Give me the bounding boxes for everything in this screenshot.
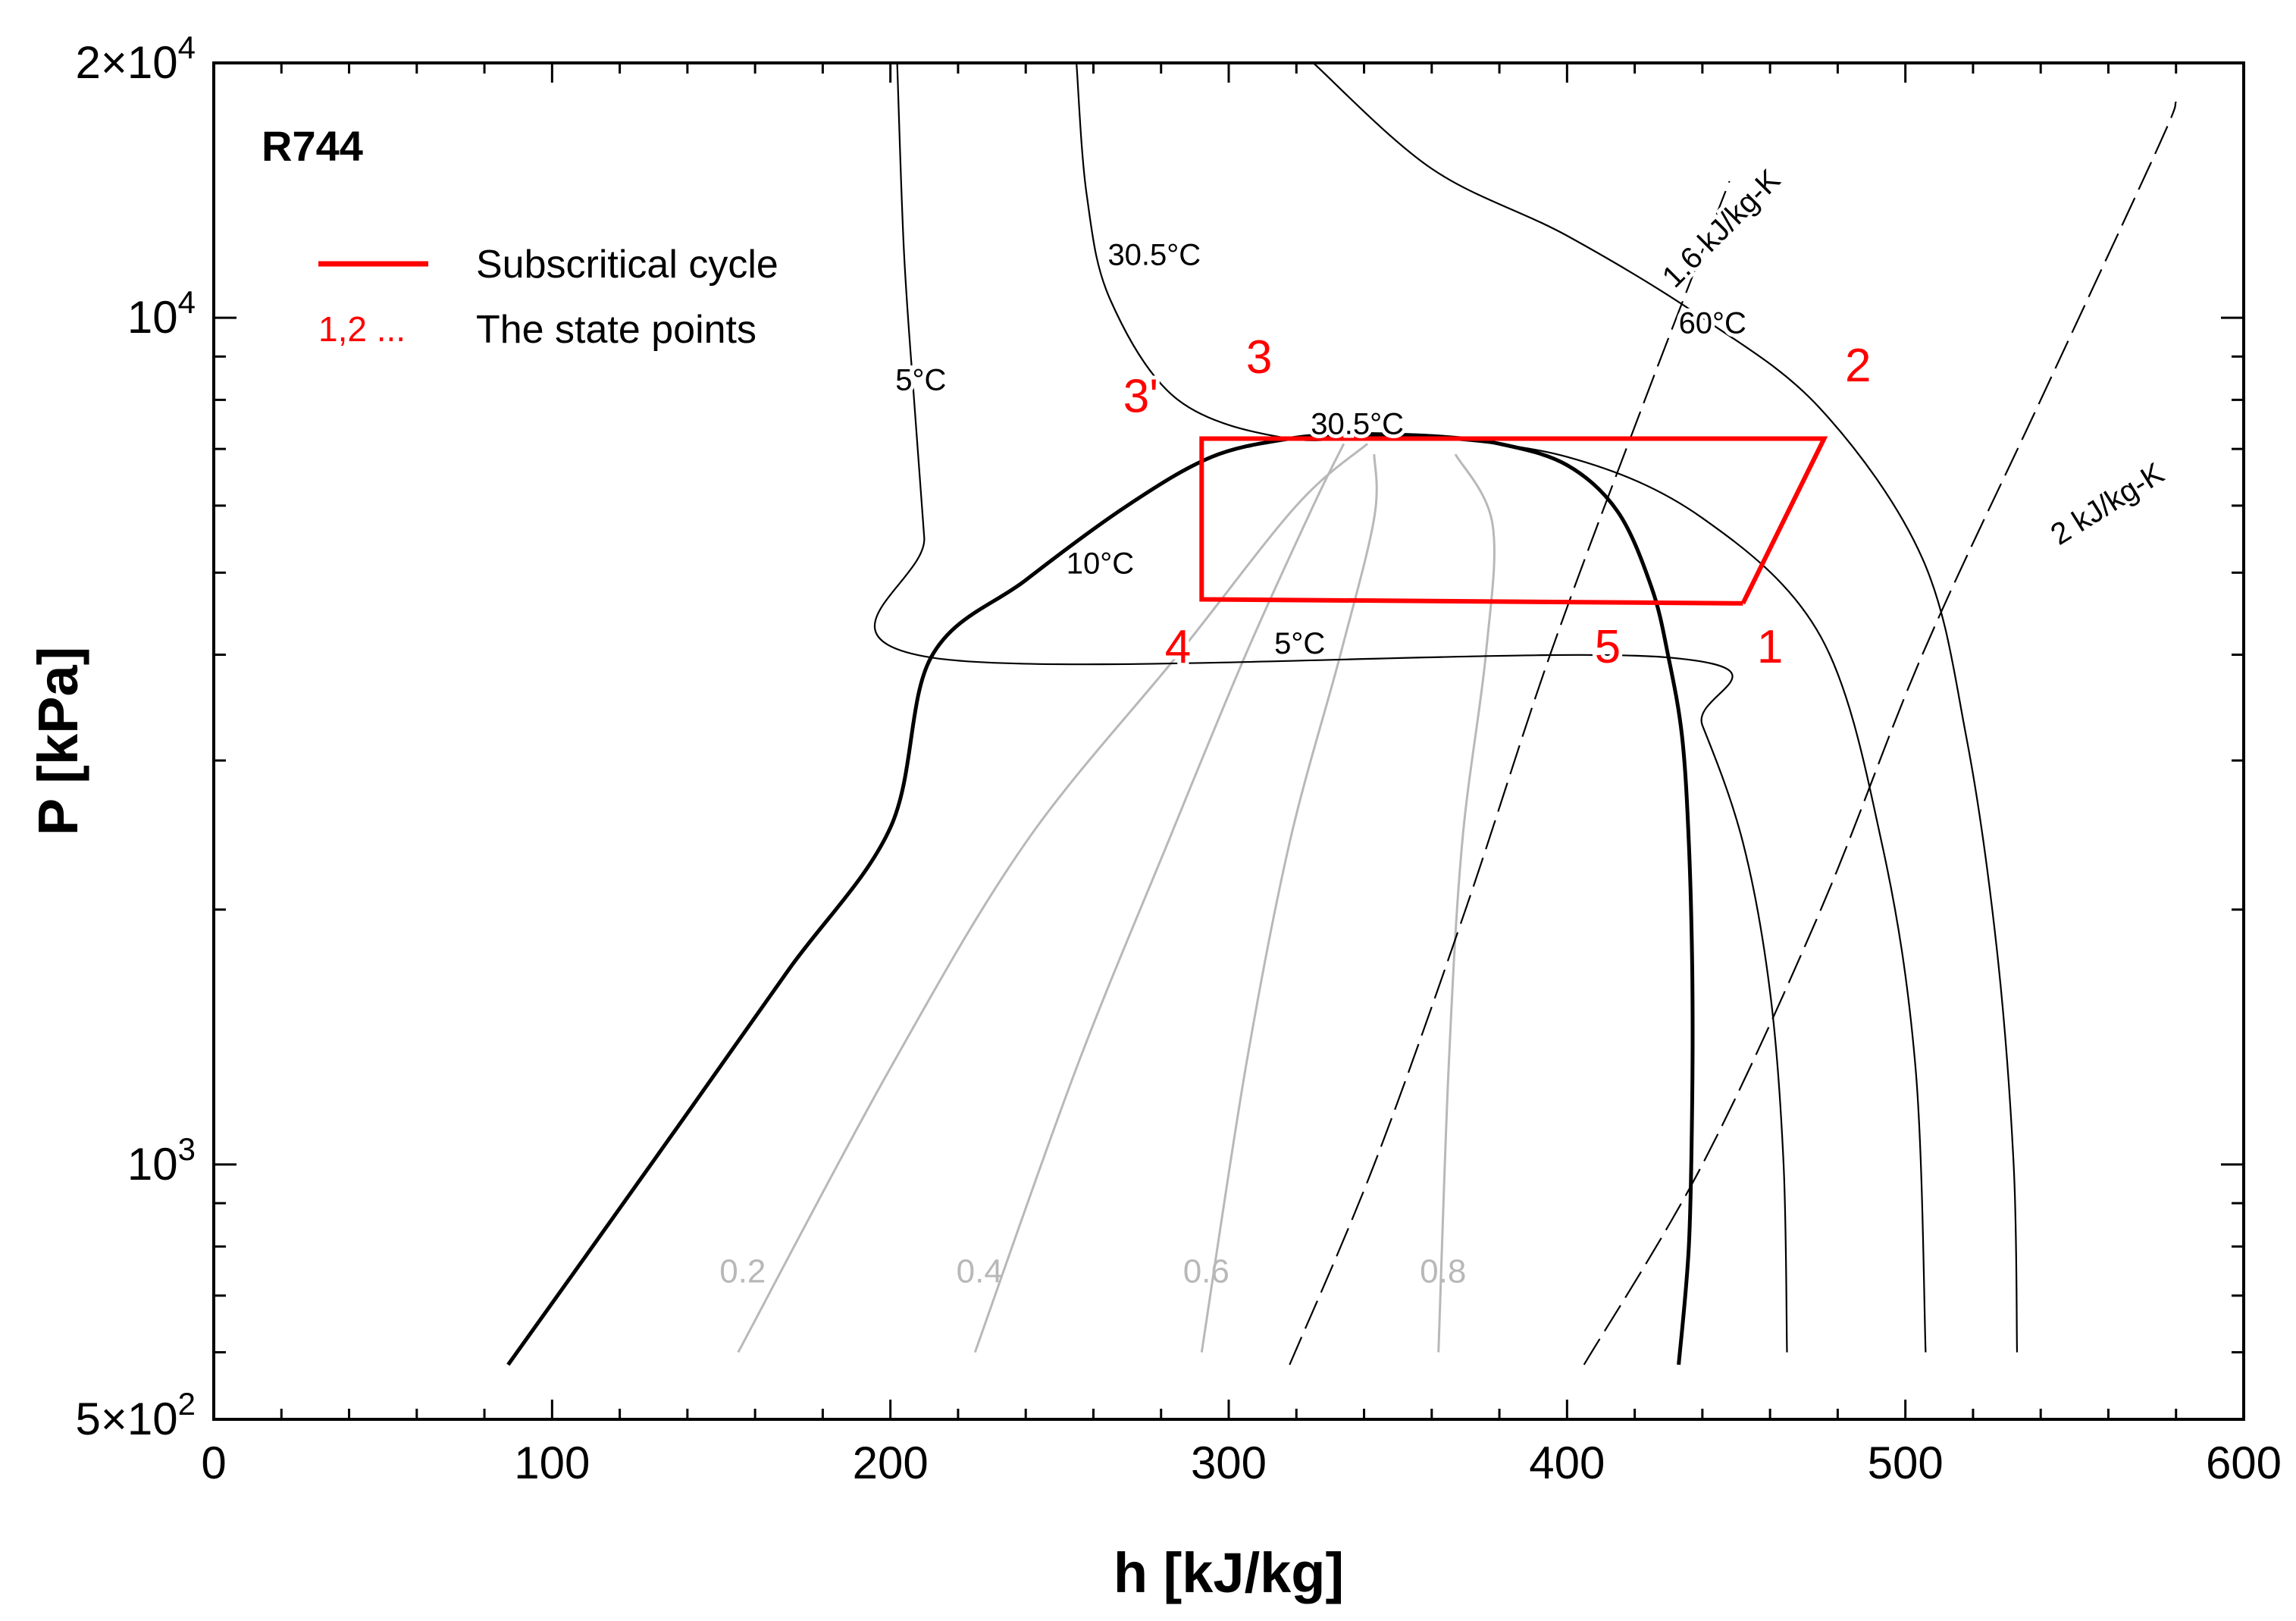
- curve-label: 5°C: [895, 363, 946, 397]
- quality-line: [1437, 453, 1496, 1353]
- curve-label: 2 kJ/kg-K: [2045, 456, 2170, 552]
- state-point-labels: 1 2 3 3' 4 5: [1120, 328, 1875, 677]
- quality-label: 0.2: [719, 1253, 766, 1290]
- cycle: [1199, 436, 1828, 606]
- saturated-vapor-line: [1347, 431, 1695, 1365]
- quality-lines: [737, 443, 1496, 1353]
- y-tick-label: 5×102: [75, 1386, 196, 1444]
- saturated-liquid-line: [506, 431, 1348, 1366]
- x-axis: 0 100 200 300 400 500 600: [201, 63, 2282, 1488]
- x-tick-label: 600: [2206, 1438, 2282, 1488]
- annotations: 0.2 0.4 0.6 0.8 30.5°C 5°C 60°C 30.5°C 10°C 5°C 1.…: [719, 159, 2174, 1290]
- x-tick-label: 200: [853, 1438, 929, 1488]
- legend: Subscritical cycle 1,2 ... The state point…: [318, 243, 778, 352]
- quality-line: [737, 443, 1368, 1353]
- curve-label: 5°C: [1274, 627, 1325, 660]
- curve-label: 10°C: [1067, 547, 1134, 580]
- isotherms: [873, 63, 2019, 1353]
- cycle-line: [1199, 436, 1828, 606]
- isentropes: [1289, 101, 2177, 1365]
- x-tick-label: 100: [514, 1438, 590, 1488]
- x-tick-label: 300: [1191, 1438, 1267, 1488]
- curve-label: 60°C: [1679, 307, 1746, 340]
- curve-label: 1.6 kJ/kg-K: [1656, 163, 1787, 294]
- state-point-label: 2: [1845, 340, 1871, 392]
- isentrope-line: [1289, 180, 1731, 1365]
- x-tick-label: 500: [1868, 1438, 1944, 1488]
- isentrope-line: [1583, 101, 2177, 1365]
- isotherm-line: [1312, 63, 2019, 1353]
- legend-label: The state points: [476, 308, 756, 352]
- quality-label: 0.6: [1183, 1253, 1229, 1290]
- chart-title: R744: [262, 122, 363, 170]
- y-tick-label: 2×104: [75, 30, 196, 88]
- quality-label: 0.4: [957, 1253, 1003, 1290]
- state-point-label: 5: [1595, 621, 1621, 673]
- quality-line: [1200, 454, 1378, 1353]
- state-point-label: 1: [1757, 621, 1783, 673]
- y-axis: 2×104 104 103 5×102: [75, 30, 2244, 1444]
- legend-text-marker: 1,2 ...: [318, 309, 406, 349]
- quality-line: [973, 443, 1345, 1353]
- state-point-label: 4: [1165, 621, 1191, 673]
- x-axis-title: h [kJ/kg]: [1114, 1541, 1344, 1604]
- state-point-label: 3': [1123, 371, 1158, 423]
- y-tick-label: 103: [127, 1131, 196, 1190]
- legend-label: Subscritical cycle: [476, 243, 778, 287]
- x-tick-label: 0: [201, 1438, 226, 1488]
- isotherm-line: [873, 63, 1788, 1353]
- y-tick-label: 104: [127, 284, 196, 343]
- y-axis-title: P [kPa]: [27, 647, 89, 836]
- curve-label: 30.5°C: [1107, 238, 1201, 271]
- state-point-label: 3: [1246, 331, 1272, 384]
- quality-label: 0.8: [1420, 1253, 1466, 1290]
- x-tick-label: 400: [1529, 1438, 1605, 1488]
- curve-label: 30.5°C: [1311, 407, 1404, 441]
- isotherm-line: [1076, 63, 1927, 1353]
